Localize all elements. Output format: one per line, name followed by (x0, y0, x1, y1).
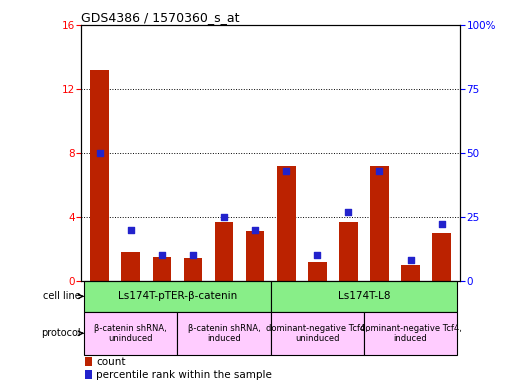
Point (313, 252, 322, 258)
Text: count: count (96, 357, 126, 367)
Bar (85, 357, 92, 366)
Text: Ls174T-pTER-β-catenin: Ls174T-pTER-β-catenin (118, 291, 237, 301)
Bar (364, 312, 457, 354)
Point (406, 257, 415, 263)
Bar (85, 370, 92, 379)
Text: β-catenin shRNA,
uninduced: β-catenin shRNA, uninduced (95, 324, 167, 343)
Text: dominant-negative Tcf4,
induced: dominant-negative Tcf4, induced (360, 324, 461, 343)
Text: dominant-negative Tcf4,
uninduced: dominant-negative Tcf4, uninduced (266, 324, 368, 343)
Text: percentile rank within the sample: percentile rank within the sample (96, 369, 272, 379)
Bar (277, 166, 295, 281)
Bar (271, 281, 457, 312)
Bar (271, 312, 364, 354)
Bar (84, 312, 177, 354)
Point (158, 252, 166, 258)
Bar (84, 281, 271, 312)
Point (282, 168, 290, 174)
Text: Ls174T-L8: Ls174T-L8 (338, 291, 390, 301)
Point (251, 227, 259, 233)
Bar (153, 257, 171, 281)
Bar (401, 265, 420, 281)
Text: cell line: cell line (43, 291, 81, 301)
Point (96, 150, 104, 156)
Point (344, 209, 353, 215)
Point (375, 168, 383, 174)
Bar (90, 70, 109, 281)
Bar (215, 222, 233, 281)
Bar (370, 166, 389, 281)
Bar (177, 312, 271, 354)
Bar (339, 222, 358, 281)
Text: GDS4386 / 1570360_s_at: GDS4386 / 1570360_s_at (81, 11, 240, 24)
Text: protocol: protocol (41, 328, 81, 338)
Bar (433, 233, 451, 281)
Text: β-catenin shRNA,
induced: β-catenin shRNA, induced (188, 324, 260, 343)
Point (189, 252, 197, 258)
Bar (121, 252, 140, 281)
Point (220, 214, 228, 220)
Bar (308, 262, 326, 281)
Point (127, 227, 135, 233)
Bar (184, 258, 202, 281)
Bar (246, 231, 265, 281)
Point (437, 221, 446, 227)
